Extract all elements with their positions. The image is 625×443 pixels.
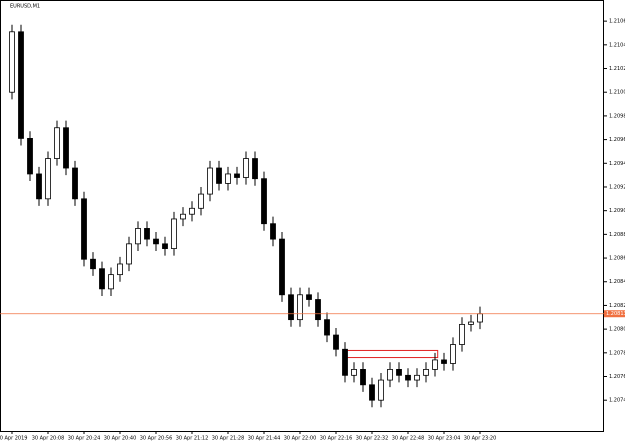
candle-body [477,313,483,323]
candle-body [342,348,348,376]
y-tick-label: 1.20920 [609,184,625,190]
x-tick-label: 30 Apr 22:00 [284,436,317,442]
x-tick-label: 30 Apr 21:12 [176,436,209,442]
candle-body [18,31,24,139]
candle-body [270,223,276,240]
x-tick-label: 30 Apr 22:48 [392,436,425,442]
candle-body [360,369,366,386]
candle-body [144,228,150,240]
chart-title: EURUSD,M1 [10,4,40,10]
candle-body [162,243,168,249]
candle-body [468,321,474,325]
candle-body [288,294,294,321]
candle-body [153,238,159,245]
y-tick-label: 1.20840 [609,279,625,285]
x-tick-label: 30 Apr 20:56 [140,436,173,442]
candle-body [423,369,429,376]
candle-body [54,127,60,159]
candle-body [459,323,465,345]
x-tick-label: 30 Apr 22:32 [356,436,389,442]
candle-body [351,369,357,376]
candle-body [252,158,258,180]
x-tick-label: 30 Apr 20:08 [32,436,65,442]
candle-body [387,369,393,381]
candle-body [261,178,267,225]
candle-body [117,263,123,276]
x-tick-label: 30 Apr 2019 [0,436,27,442]
price-label-box [604,310,625,318]
x-tick-label: 30 Apr 21:28 [212,436,245,442]
y-tick-label: 1.20740 [609,398,625,404]
candle-body [441,359,447,364]
y-tick-label: 1.20800 [609,327,625,333]
x-tick-label: 30 Apr 20:24 [68,436,101,442]
candle-body [279,238,285,296]
candle-body [189,207,195,215]
candle-body [171,218,177,249]
candle-body [324,319,330,336]
price-label: 1.20813 [606,311,625,317]
y-tick-label: 1.20940 [609,161,625,167]
candle-body [180,213,186,220]
candle-body [81,198,87,260]
candle-body [126,243,132,265]
candle-body [234,173,240,178]
candle-body [333,334,339,350]
plot-frame [0,0,604,432]
y-tick-label: 1.20880 [609,232,625,238]
x-tick-label: 30 Apr 21:44 [248,436,281,442]
y-tick-label: 1.21060 [609,19,625,25]
y-tick-label: 1.20960 [609,137,625,143]
y-tick-label: 1.20900 [609,208,625,214]
y-tick-label: 1.20780 [609,350,625,356]
y-tick-label: 1.21040 [609,42,625,48]
candle-body [225,173,231,184]
y-tick-label: 1.20760 [609,374,625,380]
x-tick-label: 30 Apr 23:04 [428,436,461,442]
x-tick-label: 30 Apr 20:40 [104,436,137,442]
candle-body [63,127,69,169]
candle-body [207,167,213,195]
y-tick-label: 1.20820 [609,303,625,309]
candle-body [396,369,402,376]
x-tick-label: 30 Apr 22:16 [320,436,353,442]
candle-body [108,274,114,290]
candle-body [315,299,321,321]
candle-body [432,359,438,370]
candle-body [414,374,420,381]
candle-body [9,31,15,93]
candle-body [198,193,204,209]
y-tick-label: 1.21000 [609,90,625,96]
candle-body [369,384,375,401]
candle-body [450,344,456,364]
y-tick-label: 1.20980 [609,113,625,119]
candle-body [216,167,222,184]
candle-body [297,294,303,321]
candle-body [27,138,33,175]
candle-body [45,158,51,200]
x-tick-label: 30 Apr 23:20 [464,436,497,442]
y-tick-label: 1.20860 [609,256,625,262]
y-tick-label: 1.21020 [609,66,625,72]
candle-body [306,294,312,300]
candle-body [72,167,78,200]
candle-body [36,173,42,200]
candle-body [405,374,411,381]
candle-body [99,268,105,290]
candle-body [243,158,249,178]
candle-body [135,228,141,245]
candle-body [90,258,96,270]
candle-body [378,379,384,401]
